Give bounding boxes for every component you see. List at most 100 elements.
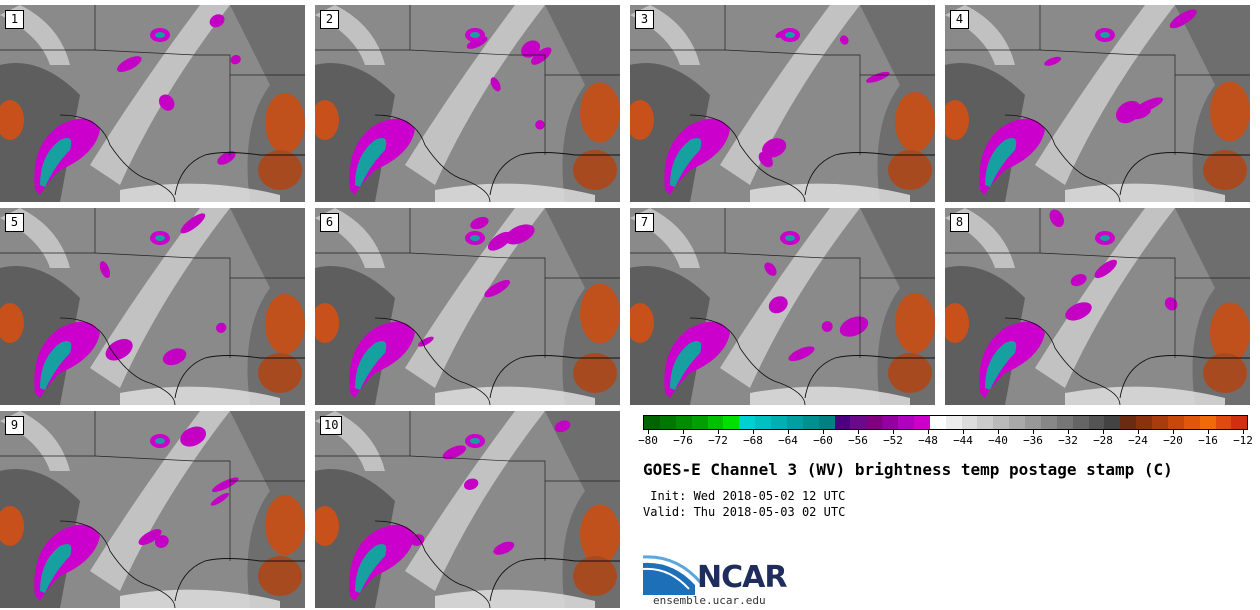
map-cold-cell xyxy=(209,14,225,28)
logo-url[interactable]: ensemble.ucar.edu xyxy=(653,594,766,607)
map-cold-core xyxy=(470,438,480,444)
map-coastline xyxy=(174,152,305,196)
map-warm-region xyxy=(945,303,969,343)
colorbar-segment xyxy=(1120,416,1137,429)
map-image xyxy=(315,5,620,202)
panel-number: 9 xyxy=(5,416,24,435)
map-warm-region xyxy=(630,100,654,140)
map-cold-cell xyxy=(484,279,510,298)
map-warm-region xyxy=(573,353,617,393)
map-panel: 5 xyxy=(0,208,305,405)
map-warm-region xyxy=(258,353,302,393)
map-border xyxy=(374,114,491,202)
map-warm-region xyxy=(0,506,24,546)
map-coastline xyxy=(804,152,935,196)
map-cold-cell xyxy=(866,71,890,83)
map-cold-cell xyxy=(531,47,552,65)
map-border xyxy=(94,455,231,561)
colorbar-tick xyxy=(998,430,999,434)
map-warm-region xyxy=(258,556,302,596)
map-cold-cell xyxy=(180,213,206,234)
panel-number: 1 xyxy=(5,10,24,29)
colorbar-segment xyxy=(1009,416,1025,429)
map-coastline xyxy=(1119,152,1250,196)
map-light-region xyxy=(435,589,595,608)
map-cold-cell xyxy=(505,224,535,245)
map-cold-core xyxy=(785,235,795,241)
map-cold-cell xyxy=(487,231,512,251)
colorbar-tick xyxy=(823,430,824,434)
map-warm-region xyxy=(888,150,932,190)
map-cold-cell xyxy=(1164,297,1178,311)
map-cold-core xyxy=(155,235,165,241)
map-cold-cell xyxy=(768,296,788,314)
map-cold-cloud xyxy=(34,524,100,601)
map-cold-core xyxy=(985,340,1017,390)
map-border xyxy=(409,455,546,561)
colorbar-tick xyxy=(1033,430,1034,434)
colorbar-tick-label: −40 xyxy=(988,434,1008,447)
map-warm-region xyxy=(0,100,24,140)
colorbar-tick-label: −12 xyxy=(1233,434,1253,447)
map-cold-cell xyxy=(138,529,162,546)
map-border xyxy=(1039,49,1176,155)
colorbar-segment xyxy=(866,416,883,429)
map-light-region xyxy=(90,411,230,591)
colorbar-segment xyxy=(755,416,771,429)
colorbar-tick-label: −24 xyxy=(1128,434,1148,447)
map-image xyxy=(945,208,1250,405)
map-cold-cell xyxy=(1129,106,1151,120)
colorbar-tick xyxy=(1103,430,1104,434)
map-light-region xyxy=(405,208,545,388)
map-cold-cell xyxy=(788,346,815,362)
colorbar-tick-label: −28 xyxy=(1093,434,1113,447)
map-cold-cell xyxy=(1049,209,1064,228)
map-cold-core xyxy=(355,340,387,390)
map-panel: 6 xyxy=(315,208,620,405)
map-cold-core xyxy=(1100,32,1110,38)
colorbar-segment xyxy=(691,416,708,429)
map-cold-cell xyxy=(521,40,541,58)
map-cold-cell xyxy=(1065,302,1092,321)
colorbar-segment xyxy=(882,416,898,429)
colorbar-tick-label: −68 xyxy=(743,434,763,447)
colorbar-segment xyxy=(818,416,835,429)
colorbar-segment xyxy=(929,416,946,429)
map-cold-cell xyxy=(217,151,236,165)
colorbar-tick xyxy=(928,430,929,434)
map-cold-core xyxy=(670,137,702,187)
map-cold-cloud xyxy=(979,118,1045,195)
colorbar-tick-label: −48 xyxy=(918,434,938,447)
map-panel: 3 xyxy=(630,5,935,202)
map-image xyxy=(315,208,620,405)
colorbar-segment xyxy=(659,416,676,429)
map-border xyxy=(59,114,176,202)
colorbar-segment xyxy=(1152,416,1168,429)
map-light-region xyxy=(120,183,280,202)
map-image xyxy=(630,208,935,405)
map-light-region xyxy=(750,386,910,405)
map-cold-cell xyxy=(1094,259,1118,279)
map-coastline xyxy=(489,152,620,196)
map-panel: 1 xyxy=(0,5,305,202)
map-warm-region xyxy=(265,294,305,355)
colorbar-tick xyxy=(1243,430,1244,434)
map-cold-core xyxy=(155,438,165,444)
map-cold-cell xyxy=(764,262,777,276)
map-cold-cell xyxy=(490,77,501,92)
map-cold-core xyxy=(470,32,480,38)
colorbar-tick xyxy=(753,430,754,434)
panel-number: 8 xyxy=(950,213,969,232)
colorbar-segment xyxy=(1040,416,1057,429)
colorbar-segment xyxy=(675,416,692,429)
map-image xyxy=(0,411,305,608)
map-cold-cell xyxy=(417,336,434,347)
map-border xyxy=(689,317,806,405)
colorbar-segment xyxy=(739,416,756,429)
map-border xyxy=(94,252,231,358)
map-cold-cell xyxy=(216,322,227,333)
map-cold-core xyxy=(470,235,480,241)
map-cold-core xyxy=(355,137,387,187)
colorbar-segment xyxy=(850,416,867,429)
colorbar-segment xyxy=(1104,416,1121,429)
